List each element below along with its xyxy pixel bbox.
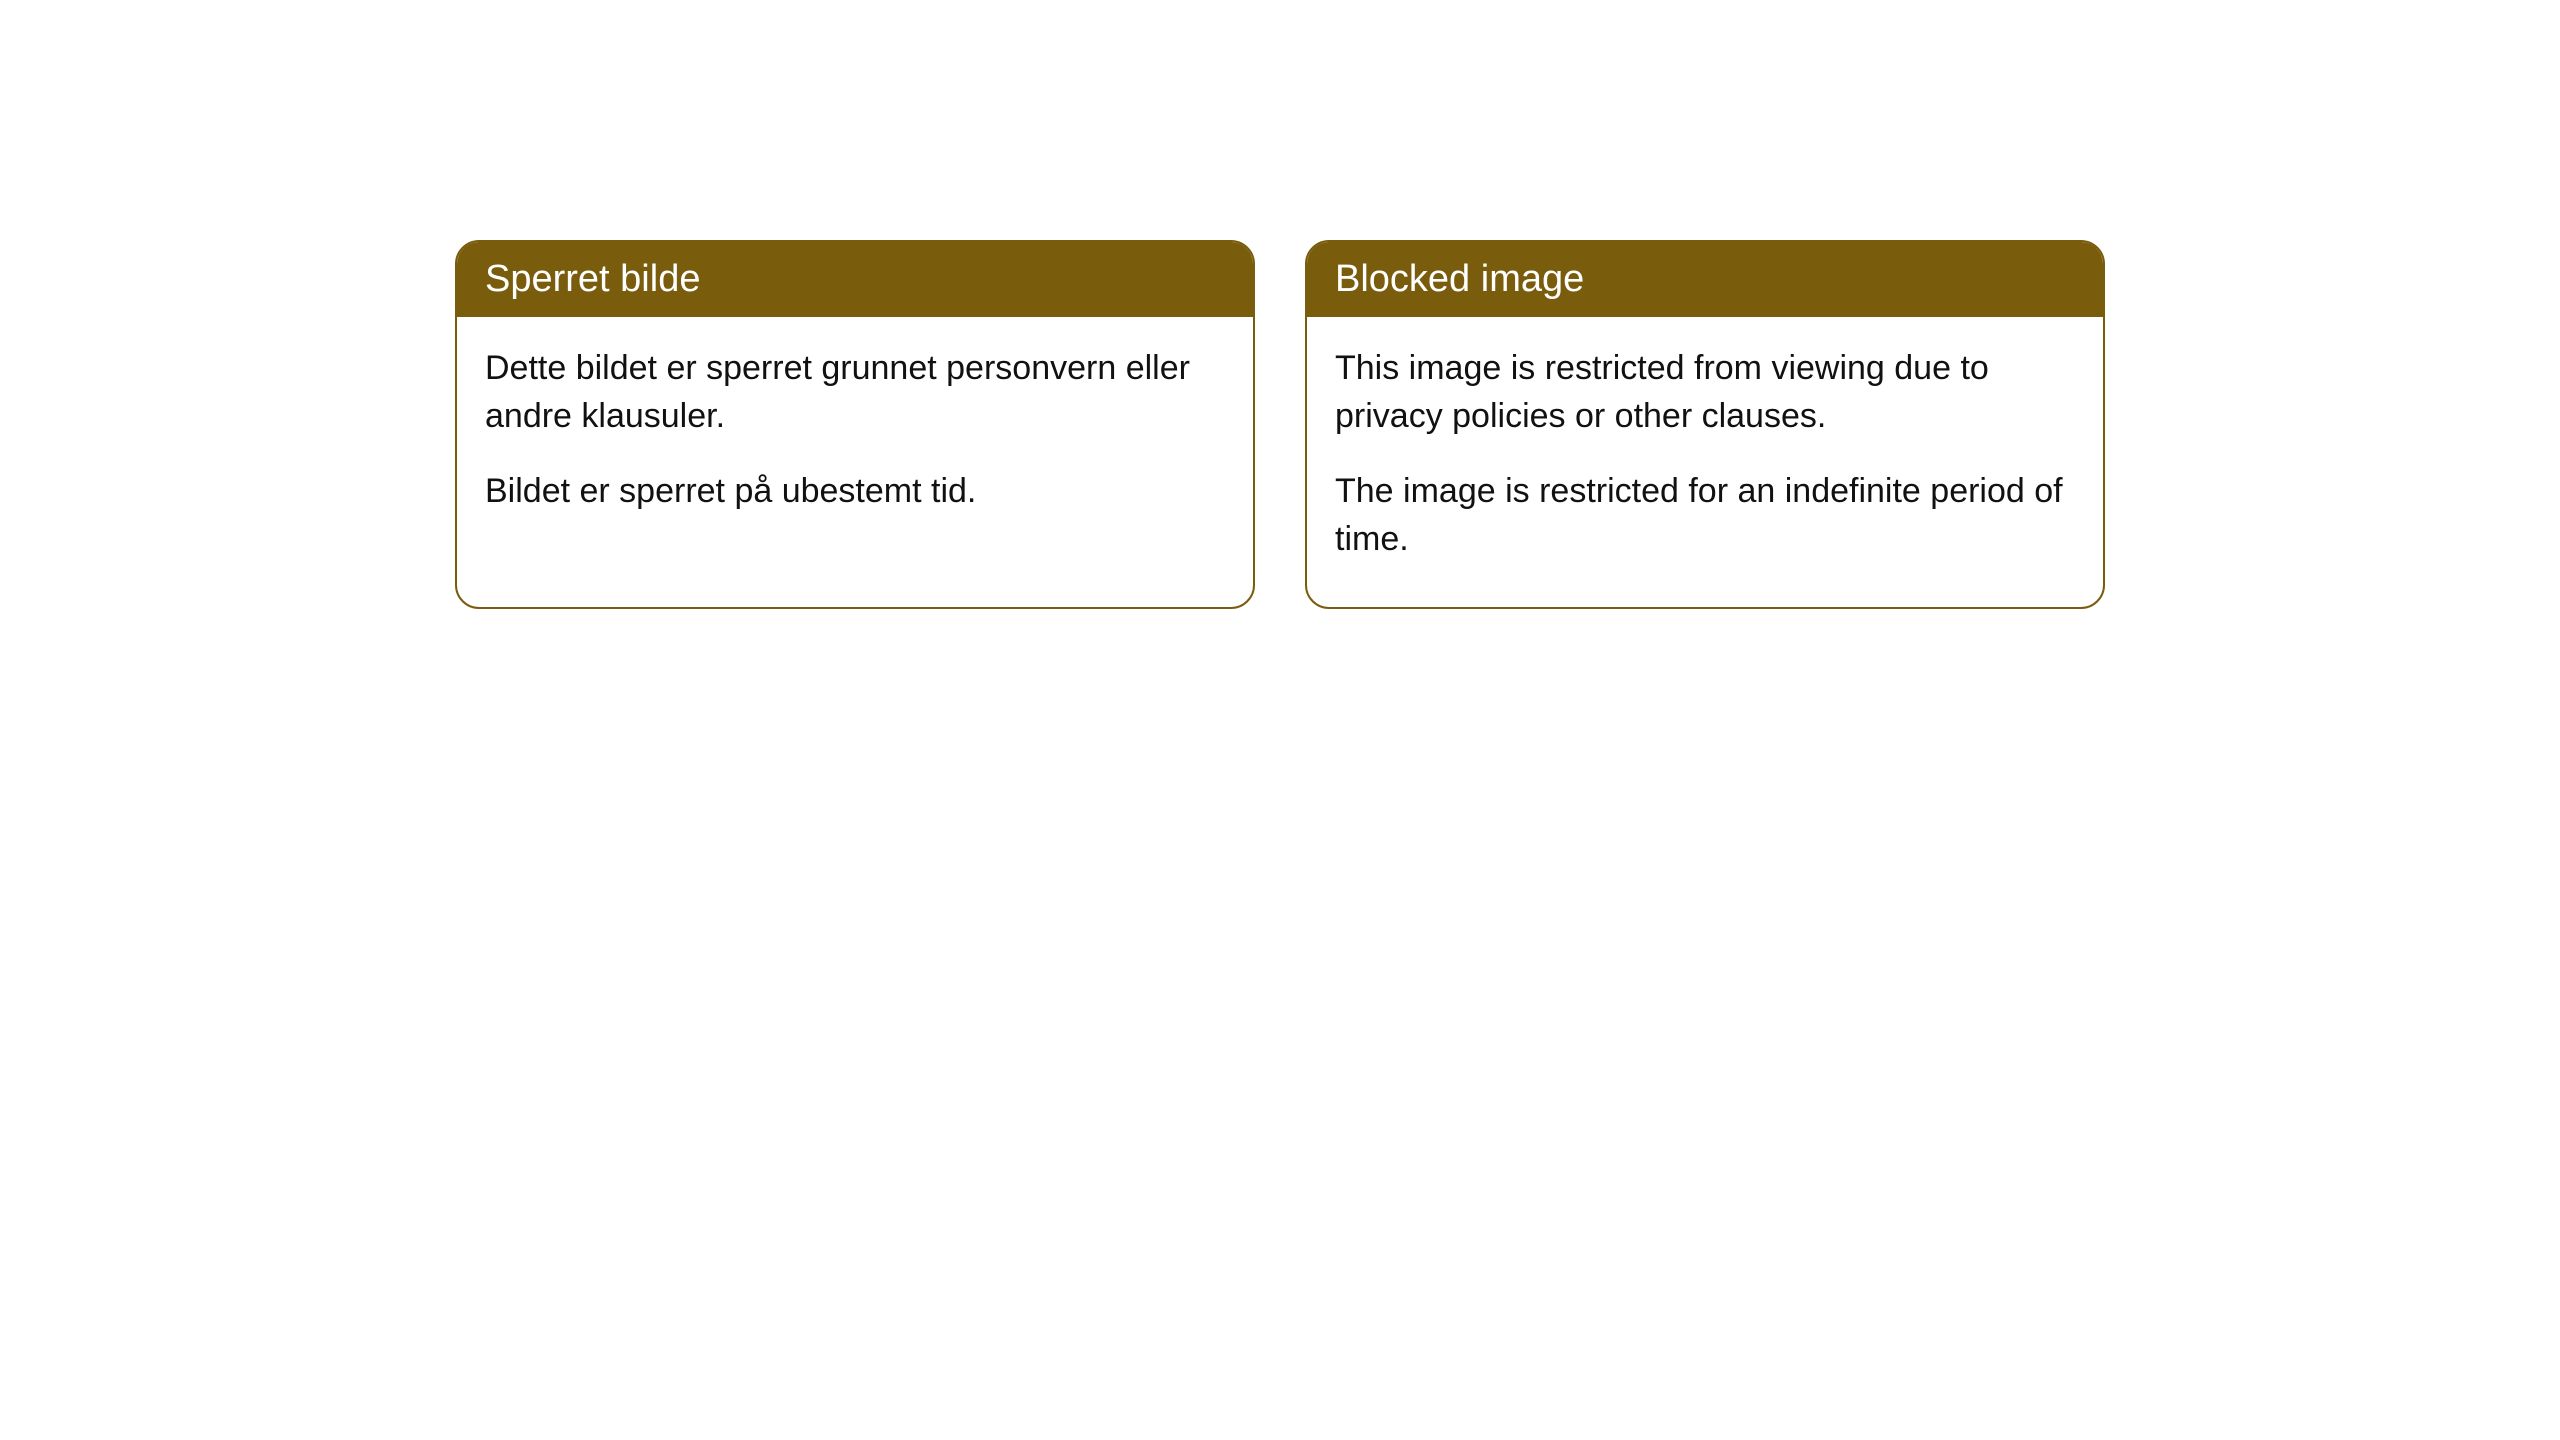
blocked-image-card-no: Sperret bilde Dette bildet er sperret gr… <box>455 240 1255 609</box>
card-paragraph: This image is restricted from viewing du… <box>1335 345 2075 440</box>
card-paragraph: Bildet er sperret på ubestemt tid. <box>485 468 1225 516</box>
notice-cards-container: Sperret bilde Dette bildet er sperret gr… <box>455 240 2105 609</box>
card-paragraph: Dette bildet er sperret grunnet personve… <box>485 345 1225 440</box>
card-body: Dette bildet er sperret grunnet personve… <box>457 317 1253 560</box>
blocked-image-card-en: Blocked image This image is restricted f… <box>1305 240 2105 609</box>
card-title: Blocked image <box>1307 242 2103 317</box>
card-title: Sperret bilde <box>457 242 1253 317</box>
card-body: This image is restricted from viewing du… <box>1307 317 2103 607</box>
card-paragraph: The image is restricted for an indefinit… <box>1335 468 2075 563</box>
